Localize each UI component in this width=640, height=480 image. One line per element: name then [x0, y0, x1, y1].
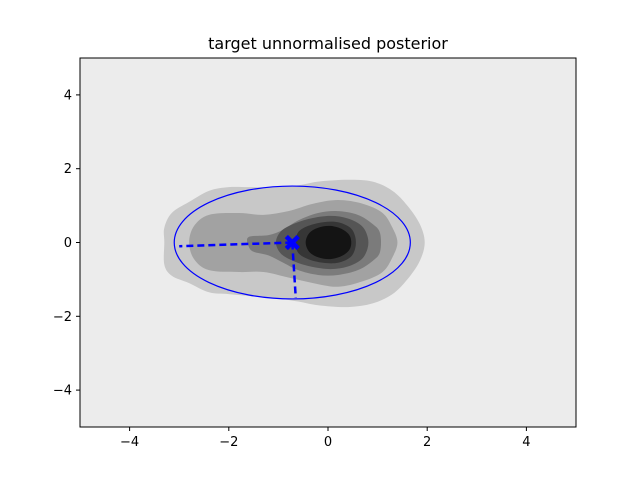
x-tick-label: −2	[219, 435, 238, 450]
mean-marker-x	[284, 234, 300, 251]
y-tick-label: 2	[64, 162, 72, 177]
mean-marker	[284, 234, 300, 251]
x-tick-label: 2	[423, 435, 431, 450]
y-tick-label: 4	[64, 88, 72, 103]
y-tick-label: 0	[64, 236, 72, 251]
axis-dashed-line-2	[291, 242, 298, 298]
x-tick-label: 4	[522, 435, 530, 450]
x-tick-label: −4	[120, 435, 139, 450]
chart-title: target unnormalised posterior	[208, 34, 448, 53]
axis-dashed-line-1	[179, 241, 293, 248]
covariance-ellipse	[173, 185, 411, 300]
y-tick-label: −2	[53, 310, 72, 325]
x-axis: −4 −2 0 2 4	[120, 427, 531, 450]
y-tick-label: −4	[53, 384, 72, 399]
y-axis: −4 −2 0 2 4	[53, 88, 80, 399]
contour-level-6	[305, 225, 352, 260]
x-tick-label: 0	[324, 435, 332, 450]
overlay-layer	[173, 185, 411, 300]
